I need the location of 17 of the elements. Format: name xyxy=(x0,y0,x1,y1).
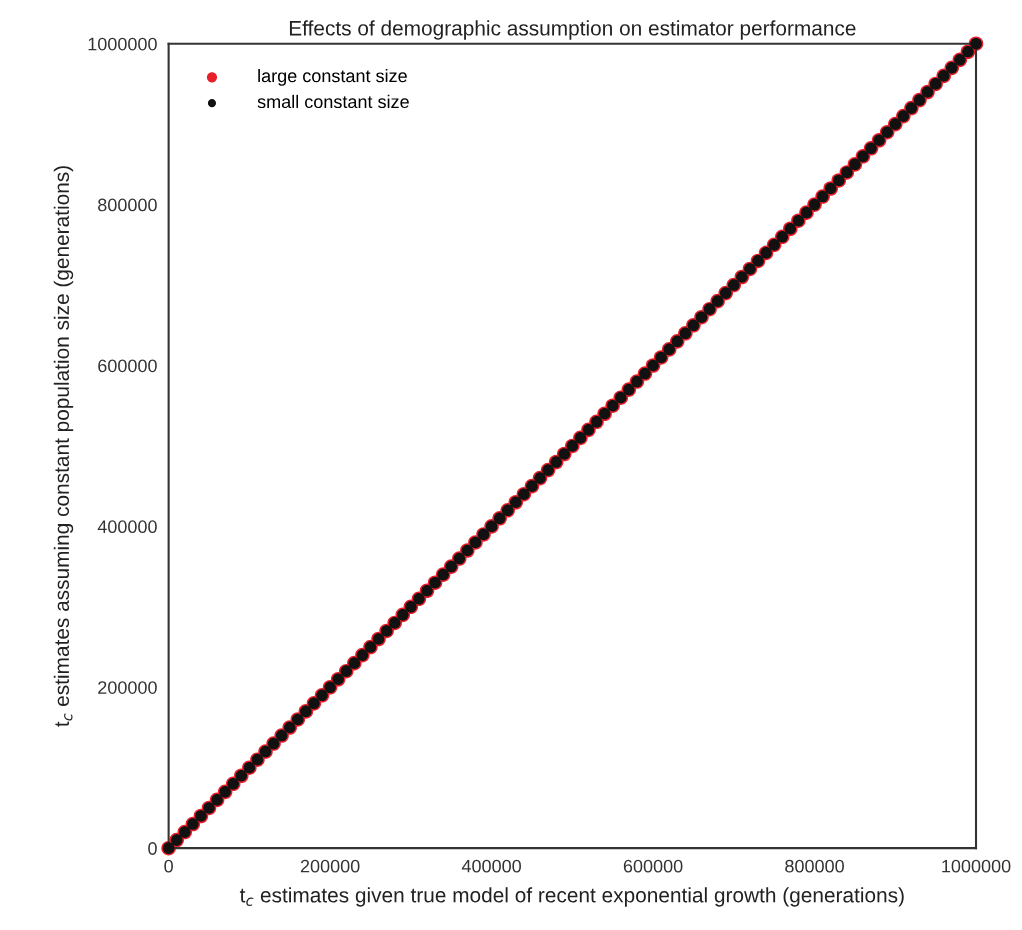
y-tick-label: 200000 xyxy=(98,681,157,694)
legend-label: large constant size xyxy=(258,68,407,86)
x-tick-label: 200000 xyxy=(300,859,360,873)
x-tick-label: 400000 xyxy=(461,859,521,873)
y-tick-label: 600000 xyxy=(98,359,157,373)
y-tick-label: 1000000 xyxy=(88,37,157,51)
x-tick-label: 800000 xyxy=(785,859,844,873)
x-tick-label: 0 xyxy=(164,859,173,873)
y-tick-label: 400000 xyxy=(97,520,157,534)
y-tick-label: 0 xyxy=(148,842,157,855)
x-axis-title: t$_{c}$ estimates given true model of recent exponential growth (generations) xyxy=(239,887,904,907)
chart-title: Effects of demographic assumption on estimator performance xyxy=(289,20,856,40)
legend-label: small constant size xyxy=(257,94,409,109)
y-tick-label: 800000 xyxy=(98,198,157,212)
x-tick-label: 1000000 xyxy=(942,859,1011,873)
x-tick-label: 600000 xyxy=(623,859,683,873)
y-axis-title: t$_{c}$ estimates assuming constant population size (generations) xyxy=(53,166,74,727)
